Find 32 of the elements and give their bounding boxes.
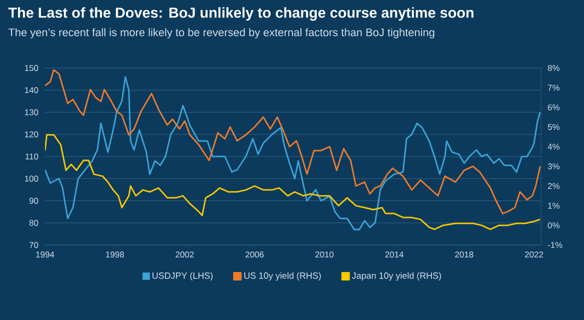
y2-tick-label: 8%: [548, 65, 560, 71]
y-tick-label: 120: [25, 131, 38, 138]
y2-tick-label: 2%: [548, 183, 560, 189]
chart-title: The Last of the Doves: BoJ unlikely to change course anytime soon: [8, 7, 474, 21]
chart-subtitle: The yen’s recent fall is more likely to be reversed by external factors than BoJ tightening: [8, 28, 434, 38]
y-tick-label: 80: [29, 220, 38, 226]
y2-tick-label: 6%: [548, 104, 560, 110]
y-tick-label: 100: [25, 176, 38, 182]
legend-label: Japan 10y yield (RHS): [352, 272, 441, 281]
y-tick-label: 90: [29, 198, 38, 204]
legend-label: US 10y yield (RHS): [244, 272, 321, 281]
y2-tick-label: 5%: [548, 124, 560, 130]
y2-tick-label: 3%: [548, 163, 560, 170]
x-tick-label: 2022: [525, 252, 544, 258]
x-tick-label: 1994: [36, 252, 54, 258]
y-tick-label: 110: [26, 154, 38, 160]
x-tick-label: 2006: [246, 252, 264, 258]
y2-tick-label: 4%: [548, 144, 560, 150]
y2-tick-label: 0%: [548, 222, 560, 228]
y-tick-label: 140: [25, 87, 38, 94]
x-tick-label: 2010: [315, 252, 334, 258]
x-tick-label: 2014: [385, 252, 404, 258]
legend-label: USDJPY (LHS): [152, 272, 213, 281]
y2-tick-label: 1%: [548, 202, 560, 209]
y2-tick-label: -1%: [548, 242, 562, 248]
y2-tick-label: 7%: [548, 84, 560, 91]
x-tick-label: 2018: [455, 252, 474, 258]
x-tick-label: 1998: [106, 252, 124, 258]
y-tick-label: 70: [30, 242, 38, 248]
y-tick-label: 150: [25, 65, 38, 71]
y-tick-label: 130: [25, 109, 38, 116]
x-tick-label: 2002: [176, 252, 194, 258]
